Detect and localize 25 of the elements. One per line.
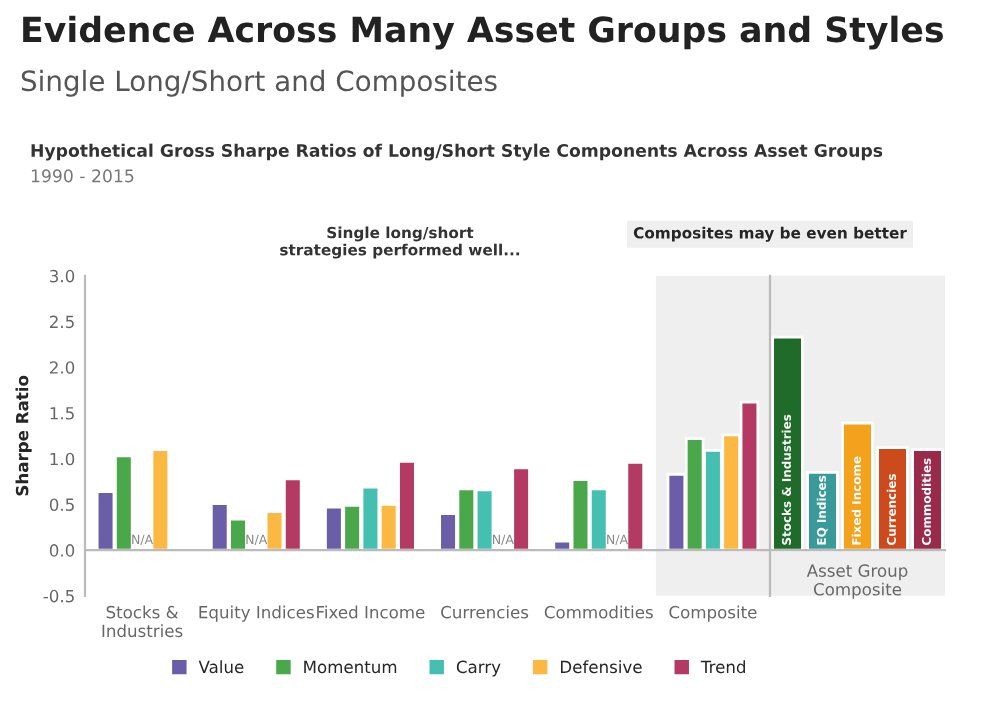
- x-tick-label: Currencies: [441, 605, 529, 619]
- y-tick-label: 3.0: [50, 269, 75, 283]
- x-axis-title: Asset Group Composite: [806, 564, 908, 599]
- y-tick-label: 0.0: [49, 544, 75, 557]
- text: Hypothetical Gross Sharpe Ratios of Long/Short Style Components Across Asset Groups: [31, 143, 883, 161]
- legend-label: Value: [198, 660, 244, 674]
- x-tick-label: Composite: [669, 605, 757, 622]
- y-tick-label: 2.5: [49, 315, 74, 329]
- text: 1990 - 2015: [31, 169, 134, 183]
- y-tick-label: -0.5: [43, 589, 74, 603]
- y-axis-title: Sharpe Ratio: [15, 375, 32, 496]
- legend-label: Trend: [700, 660, 745, 674]
- chart-title: Evidence Across Many Asset Groups and Styles: [23, 15, 943, 50]
- legend-label: Defensive: [561, 660, 642, 674]
- x-tick-label: Fixed Income: [317, 605, 425, 619]
- legend-label: Momentum: [304, 660, 397, 674]
- x-tick-label: Equity Indices: [199, 605, 314, 622]
- y-tick-label: 2.0: [49, 361, 75, 374]
- y-tick-label: 0.5: [49, 498, 74, 511]
- y-tick-label: 1.5: [50, 407, 74, 420]
- y-tick-label: 1.0: [50, 452, 75, 466]
- x-tick-label: Commodities: [544, 605, 653, 619]
- legend-label: Carry: [456, 660, 501, 677]
- chart-subtitle: Single Long/Short and Composites: [21, 69, 497, 97]
- x-tick-label: Stocks & Industries: [102, 605, 183, 638]
